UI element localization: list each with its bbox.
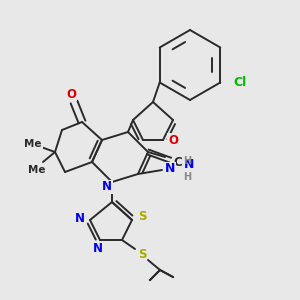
Text: S: S: [138, 209, 146, 223]
Text: C: C: [174, 157, 182, 169]
Text: O: O: [66, 88, 76, 100]
Text: Me: Me: [24, 139, 42, 149]
Text: N: N: [93, 242, 103, 254]
Text: H: H: [183, 172, 191, 182]
Text: H: H: [183, 156, 191, 166]
Text: N: N: [165, 163, 175, 176]
Text: Cl: Cl: [234, 76, 247, 89]
Text: N: N: [75, 212, 85, 224]
Text: Me: Me: [28, 165, 46, 175]
Text: N: N: [184, 158, 194, 172]
Text: S: S: [138, 248, 146, 262]
Text: N: N: [102, 181, 112, 194]
Text: O: O: [168, 134, 178, 146]
